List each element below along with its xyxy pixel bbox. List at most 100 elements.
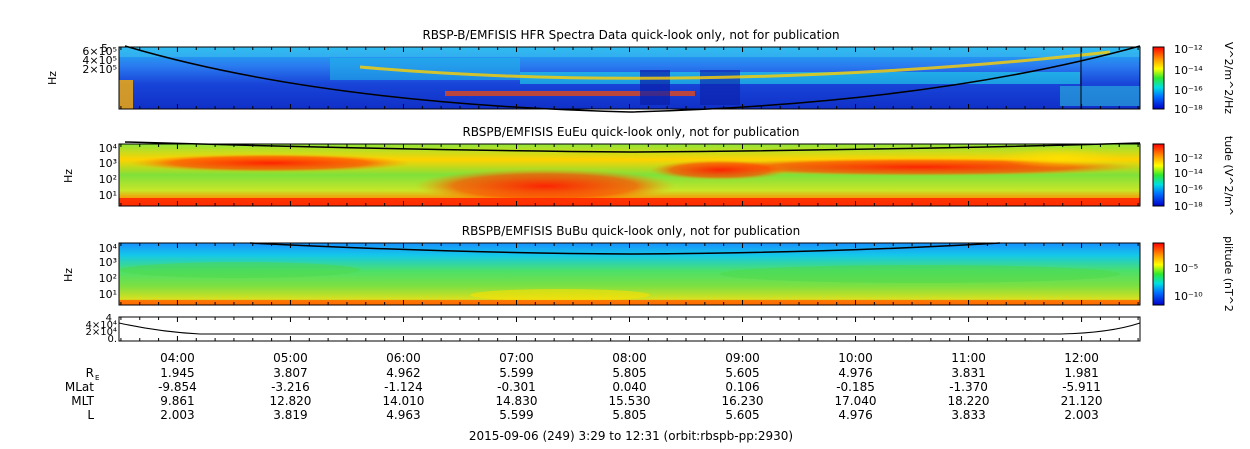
line-panel: 4 4×10⁴ 2×10⁴ 0. (86, 313, 1141, 345)
hfr-cbar-tick-2: 10⁻¹⁴ (1174, 64, 1203, 77)
ephemeris-value: 4.962 (386, 366, 420, 380)
line-ytick-top: 4 (106, 313, 112, 324)
time-tick-label: 08:00 (612, 351, 647, 365)
eueu-panel: RBSPB/EMFISIS EuEu quick-look only, not … (62, 125, 1235, 216)
ephemeris-value: 12.820 (269, 394, 311, 408)
hfr-ytick-6e5: 6×10⁵ (82, 45, 117, 58)
bubu-overlay-line (249, 242, 1001, 255)
bubu-ytick-1e1: 10¹ (99, 288, 117, 301)
line-ytick-2e4: 2×10⁴ (86, 327, 117, 338)
bubu-yellow-core (470, 289, 650, 301)
bubu-ytick-1e2: 10² (99, 272, 117, 285)
hfr-right-edge (1060, 86, 1140, 106)
ephemeris-row-label: L (87, 408, 94, 422)
ephemeris-value: 5.805 (612, 408, 646, 422)
time-labels: 04:00 05:00 06:00 07:00 08:00 09:00 10:00 11:00… (160, 351, 1099, 365)
hfr-ylabel: Hz (46, 71, 59, 85)
time-ticks (120, 47, 1139, 341)
eueu-title: RBSPB/EMFISIS EuEu quick-look only, not … (462, 125, 799, 139)
ephemeris-value: 3.833 (951, 408, 985, 422)
hfr-red-streak (445, 91, 695, 96)
hfr-overlay-line (124, 45, 1141, 113)
line-ytick-4e4: 4×10⁴ (86, 320, 117, 331)
eueu-ytick-1e2: 10² (99, 173, 117, 186)
ephemeris-value: 0.106 (725, 380, 759, 394)
bubu-green-band-left (120, 262, 360, 278)
hfr-ytick-4e5: 4×10⁵ (82, 54, 117, 67)
eueu-colorbar (1152, 143, 1165, 207)
hfr-dark-block (640, 70, 670, 105)
bubu-title: RBSPB/EMFISIS BuBu quick-look only, not … (462, 224, 800, 238)
time-tick-label: 12:00 (1064, 351, 1099, 365)
ephemeris-row-label: MLT (71, 394, 94, 408)
eueu-cbar-tick-2: 10⁻¹⁴ (1174, 167, 1203, 180)
time-tick-label: 06:00 (386, 351, 421, 365)
ephemeris-value: -3.216 (271, 380, 310, 394)
ephemeris-value: 5.599 (499, 366, 533, 380)
eueu-ytick-1e1: 10¹ (99, 189, 117, 202)
eueu-hot-band-left (130, 154, 410, 172)
time-tick-label: 09:00 (725, 351, 760, 365)
eueu-overlay-line (124, 141, 1141, 153)
bubu-ytick-1e4: 10⁴ (99, 242, 118, 255)
ephemeris-value: 14.830 (495, 394, 537, 408)
ephemeris-value: 4.976 (838, 408, 872, 422)
ephemeris-row-subscript: E (95, 374, 99, 382)
time-tick-label: 07:00 (499, 351, 534, 365)
hfr-title: RBSP-B/EMFISIS HFR Spectra Data quick-lo… (422, 28, 839, 42)
hfr-yellow-trace (359, 50, 1111, 80)
eueu-hot-core (415, 169, 675, 203)
ephemeris-value: 3.807 (273, 366, 307, 380)
bubu-colorbar (1152, 242, 1165, 306)
bubu-ytick-1e3: 10³ (99, 256, 117, 269)
eueu-ylabel: Hz (62, 169, 75, 183)
ephemeris-row-label: MLat (65, 380, 94, 394)
ephemeris-value: 3.831 (951, 366, 985, 380)
ephemeris-value: -0.301 (497, 380, 536, 394)
ephemeris-value: 5.605 (725, 366, 759, 380)
bubu-green-band-right (720, 265, 1120, 283)
ephemeris-value: -9.854 (158, 380, 197, 394)
time-tick-label: 10:00 (838, 351, 873, 365)
footer-caption: 2015-09-06 (249) 3:29 to 12:31 (orbit:rb… (469, 429, 793, 443)
bubu-cbar-label: plitude (nT^2 (1222, 236, 1235, 312)
time-tick-label: 11:00 (951, 351, 986, 365)
eueu-warm-right (1000, 148, 1120, 168)
ephemeris-value: 14.010 (382, 394, 424, 408)
bubu-cbar-tick-1: 10⁻⁵ (1174, 262, 1198, 275)
eueu-cbar-tick-4: 10⁻¹⁸ (1174, 200, 1203, 213)
bubu-cbar-tick-2: 10⁻¹⁰ (1174, 290, 1203, 303)
hfr-ytick-2e5: 2×10⁵ (82, 63, 117, 76)
hfr-colorbar (1152, 46, 1165, 110)
ephemeris-value: 5.599 (499, 408, 533, 422)
eueu-ytick-1e3: 10³ (99, 157, 117, 170)
ephemeris-value: 4.976 (838, 366, 872, 380)
line-trace (118, 322, 1141, 335)
ephemeris-value: 3.819 (273, 408, 307, 422)
ephemeris-value: 1.945 (160, 366, 194, 380)
ephemeris-row-label: R (86, 366, 94, 380)
line-ytick-0: 0. (107, 334, 117, 345)
eueu-cbar-tick-1: 10⁻¹² (1174, 152, 1203, 165)
bubu-ylabel: Hz (62, 268, 75, 282)
ephemeris-value: 9.861 (160, 394, 194, 408)
ephemeris-value: 15.530 (609, 394, 651, 408)
ephemeris-value: 1.981 (1064, 366, 1098, 380)
ephemeris-value: 4.963 (386, 408, 420, 422)
hfr-dark-block-2 (700, 70, 740, 105)
hfr-ytick-top: 5 (101, 42, 108, 55)
ephemeris-value: -1.124 (384, 380, 423, 394)
ephemeris-value: 0.040 (612, 380, 646, 394)
ephemeris-value: 18.220 (948, 394, 990, 408)
bubu-panel: RBSPB/EMFISIS BuBu quick-look only, not … (62, 224, 1235, 312)
eueu-ytick-1e4: 10⁴ (99, 142, 118, 155)
hfr-cbar-label: V^2/m^2/Hz (1222, 42, 1235, 114)
ephemeris-table: R E 1.945 3.807 4.962 5.599 5.805 5.605 4.976 3.8… (65, 366, 1103, 422)
hfr-cbar-tick-3: 10⁻¹⁶ (1174, 84, 1203, 97)
eueu-cbar-label: tude (V^2/m^ (1222, 136, 1235, 216)
ephemeris-value: -1.370 (949, 380, 988, 394)
ephemeris-value: 2.003 (1064, 408, 1098, 422)
ephemeris-value: 2.003 (160, 408, 194, 422)
time-tick-label: 04:00 (160, 351, 195, 365)
ephemeris-value: 5.605 (725, 408, 759, 422)
